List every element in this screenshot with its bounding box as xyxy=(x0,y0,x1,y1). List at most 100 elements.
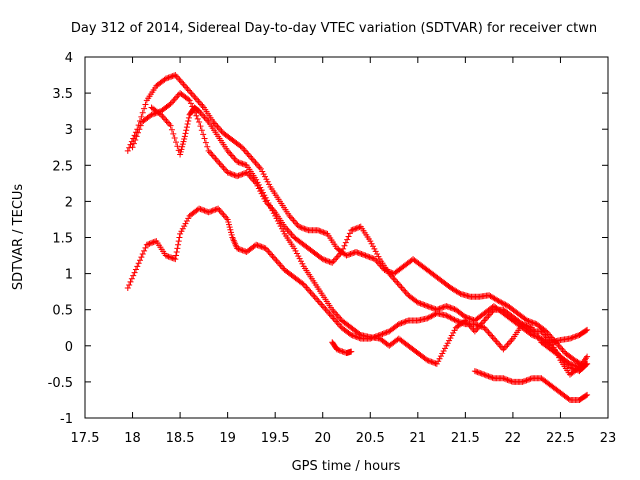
data-point xyxy=(188,90,195,97)
data-point xyxy=(238,171,245,178)
data-point xyxy=(572,366,579,373)
data-point xyxy=(209,152,216,159)
data-point xyxy=(329,259,336,266)
data-point xyxy=(336,321,343,328)
data-point xyxy=(173,252,180,259)
data-point xyxy=(375,253,382,260)
y-tick-label: 4 xyxy=(65,51,73,66)
data-point xyxy=(429,359,436,366)
x-tick-label: 21.5 xyxy=(451,431,480,446)
data-point xyxy=(353,248,360,255)
data-point xyxy=(202,115,209,122)
data-point xyxy=(565,395,572,402)
data-point xyxy=(181,135,188,142)
data-point xyxy=(307,289,314,296)
series-track-7 xyxy=(329,339,355,357)
data-point xyxy=(289,215,296,222)
data-point xyxy=(429,305,436,312)
data-point xyxy=(184,121,191,128)
data-point xyxy=(254,242,261,249)
data-point xyxy=(447,314,454,321)
data-point xyxy=(173,94,180,101)
data-point xyxy=(235,245,242,252)
data-point xyxy=(327,259,334,266)
data-point xyxy=(225,219,232,226)
data-point xyxy=(376,331,383,338)
data-point xyxy=(353,334,360,341)
data-point xyxy=(263,176,270,183)
data-point xyxy=(372,333,379,340)
data-point xyxy=(168,126,175,133)
data-point xyxy=(243,169,250,176)
series-track-6 xyxy=(538,326,591,346)
data-point xyxy=(272,256,279,263)
data-point xyxy=(353,225,360,232)
data-point xyxy=(492,337,499,344)
data-point xyxy=(237,143,244,150)
data-point xyxy=(524,317,531,324)
data-point xyxy=(176,234,183,241)
data-point xyxy=(138,254,145,261)
data-point xyxy=(164,75,171,82)
data-point xyxy=(322,306,329,313)
axis-ticks: 17.5 18 18.5 19 19.5 20 20.5 21 21.5 22 22.5 23-1-0… xyxy=(48,51,617,446)
data-point xyxy=(166,254,173,261)
data-point xyxy=(323,230,330,237)
data-point xyxy=(212,155,219,162)
data-point xyxy=(322,257,329,264)
data-point xyxy=(559,346,566,353)
data-point xyxy=(201,207,208,214)
data-point xyxy=(204,143,211,150)
data-point xyxy=(471,368,478,375)
data-point xyxy=(489,374,496,381)
data-point xyxy=(198,127,205,134)
data-point xyxy=(143,241,150,248)
data-point xyxy=(195,98,202,105)
data-point xyxy=(310,292,317,299)
data-point xyxy=(274,259,281,266)
data-point xyxy=(417,300,424,307)
y-tick-label: 1.5 xyxy=(52,232,73,247)
data-point xyxy=(452,317,459,324)
data-point xyxy=(482,372,489,379)
data-point xyxy=(323,307,330,314)
data-point xyxy=(444,303,451,310)
data-point xyxy=(433,360,440,367)
data-point xyxy=(264,197,271,204)
data-point xyxy=(235,172,242,179)
data-point xyxy=(325,258,332,265)
data-point xyxy=(239,171,246,178)
data-point xyxy=(379,330,386,337)
data-point xyxy=(137,122,144,129)
x-tick-label: 20.5 xyxy=(356,431,385,446)
data-point xyxy=(228,229,235,236)
data-point xyxy=(156,110,163,117)
data-point xyxy=(183,127,190,134)
data-point xyxy=(459,320,466,327)
data-point xyxy=(527,375,534,382)
data-point xyxy=(236,159,243,166)
data-point xyxy=(283,225,290,232)
data-point xyxy=(240,170,247,177)
data-point xyxy=(367,254,374,261)
data-point xyxy=(262,245,269,252)
data-point xyxy=(321,256,328,263)
data-point xyxy=(181,133,188,140)
data-point xyxy=(239,247,246,254)
data-point xyxy=(486,373,493,380)
data-point xyxy=(474,322,481,329)
data-point xyxy=(443,342,450,349)
data-point xyxy=(306,287,313,294)
data-point xyxy=(234,158,241,165)
data-point xyxy=(371,334,378,341)
data-point xyxy=(473,368,480,375)
data-point xyxy=(162,116,169,123)
data-point xyxy=(485,329,492,336)
data-point xyxy=(124,147,131,154)
data-point xyxy=(525,318,532,325)
data-point xyxy=(202,208,209,215)
data-point xyxy=(374,333,381,340)
data-point xyxy=(451,316,458,323)
data-point xyxy=(245,151,252,158)
data-point xyxy=(139,109,146,116)
